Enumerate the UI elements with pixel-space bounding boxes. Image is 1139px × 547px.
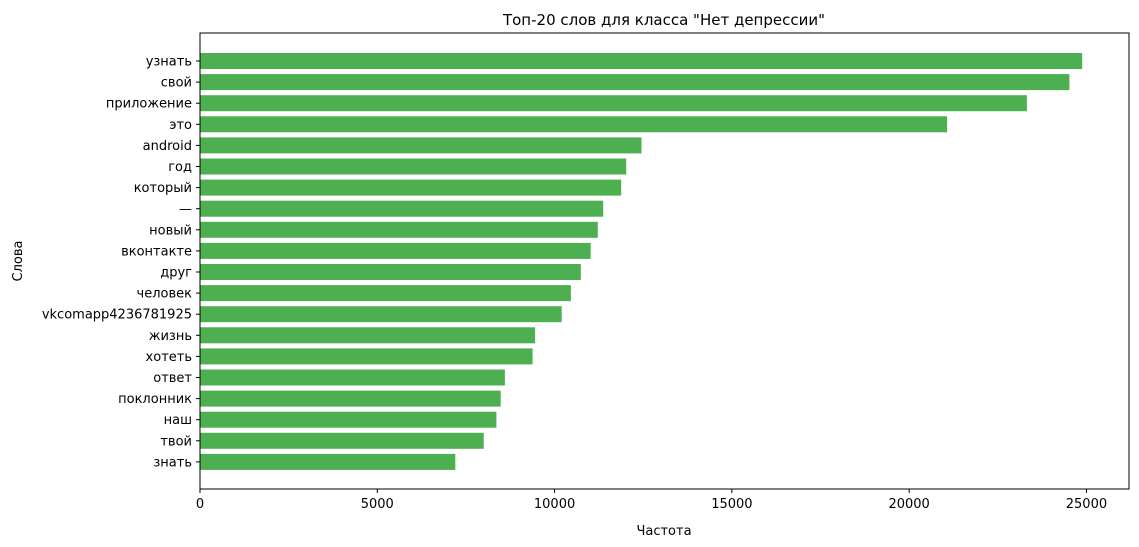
y-tick-label: android bbox=[143, 139, 192, 154]
bar bbox=[200, 158, 627, 175]
y-tick-label: хотеть bbox=[146, 350, 192, 365]
bar bbox=[200, 327, 536, 344]
y-tick-label: — bbox=[179, 202, 192, 217]
bar bbox=[200, 432, 484, 449]
plot-frame bbox=[199, 32, 1130, 490]
y-tick-label: узнать bbox=[146, 55, 192, 70]
chart-title: Топ-20 слов для класса "Нет депрессии" bbox=[502, 11, 825, 29]
y-axis-label: Слова bbox=[11, 241, 26, 282]
bar bbox=[200, 116, 948, 133]
bar bbox=[200, 242, 591, 259]
bar bbox=[200, 453, 456, 470]
bar bbox=[200, 264, 581, 280]
bar bbox=[200, 390, 501, 407]
y-tick-label: вконтакте bbox=[121, 244, 192, 259]
bar bbox=[200, 179, 622, 196]
y-tick-label: который bbox=[134, 181, 192, 196]
bar bbox=[200, 221, 598, 238]
x-tick-label: 15000 bbox=[711, 497, 752, 512]
y-tick-label: знать bbox=[153, 455, 192, 470]
x-tick-label: 10000 bbox=[534, 497, 575, 512]
y-tick-label: год bbox=[168, 160, 192, 175]
y-tick-label: vkcomapp4236781925 bbox=[42, 308, 192, 323]
bar bbox=[200, 200, 604, 217]
y-tick-label: жизнь bbox=[149, 329, 192, 344]
y-tick-label: новый bbox=[149, 223, 192, 238]
bar bbox=[200, 285, 571, 302]
y-tick-label: наш bbox=[164, 413, 192, 428]
x-tick-label: 25000 bbox=[1066, 497, 1107, 512]
bar bbox=[200, 306, 562, 323]
y-tick-label: друг bbox=[160, 266, 192, 281]
y-tick-label: твой bbox=[160, 434, 192, 449]
bar bbox=[200, 137, 642, 154]
x-tick-label: 5000 bbox=[361, 497, 394, 512]
bar bbox=[200, 95, 1027, 112]
bar bbox=[200, 74, 1070, 91]
y-tick-label: это bbox=[169, 118, 192, 133]
y-tick-label: приложение bbox=[106, 97, 192, 112]
y-tick-label: ответ bbox=[153, 371, 192, 386]
bar bbox=[200, 369, 505, 386]
bar bbox=[200, 348, 533, 365]
x-axis-label: Частота bbox=[636, 524, 691, 539]
y-tick-label: поклонник bbox=[118, 392, 192, 407]
x-tick-label: 20000 bbox=[888, 497, 929, 512]
bar bbox=[200, 411, 497, 428]
y-tick-label: свой bbox=[161, 76, 192, 91]
y-tick-label: человек bbox=[137, 287, 193, 302]
bar bbox=[200, 53, 1083, 69]
x-tick-label: 0 bbox=[196, 497, 204, 512]
